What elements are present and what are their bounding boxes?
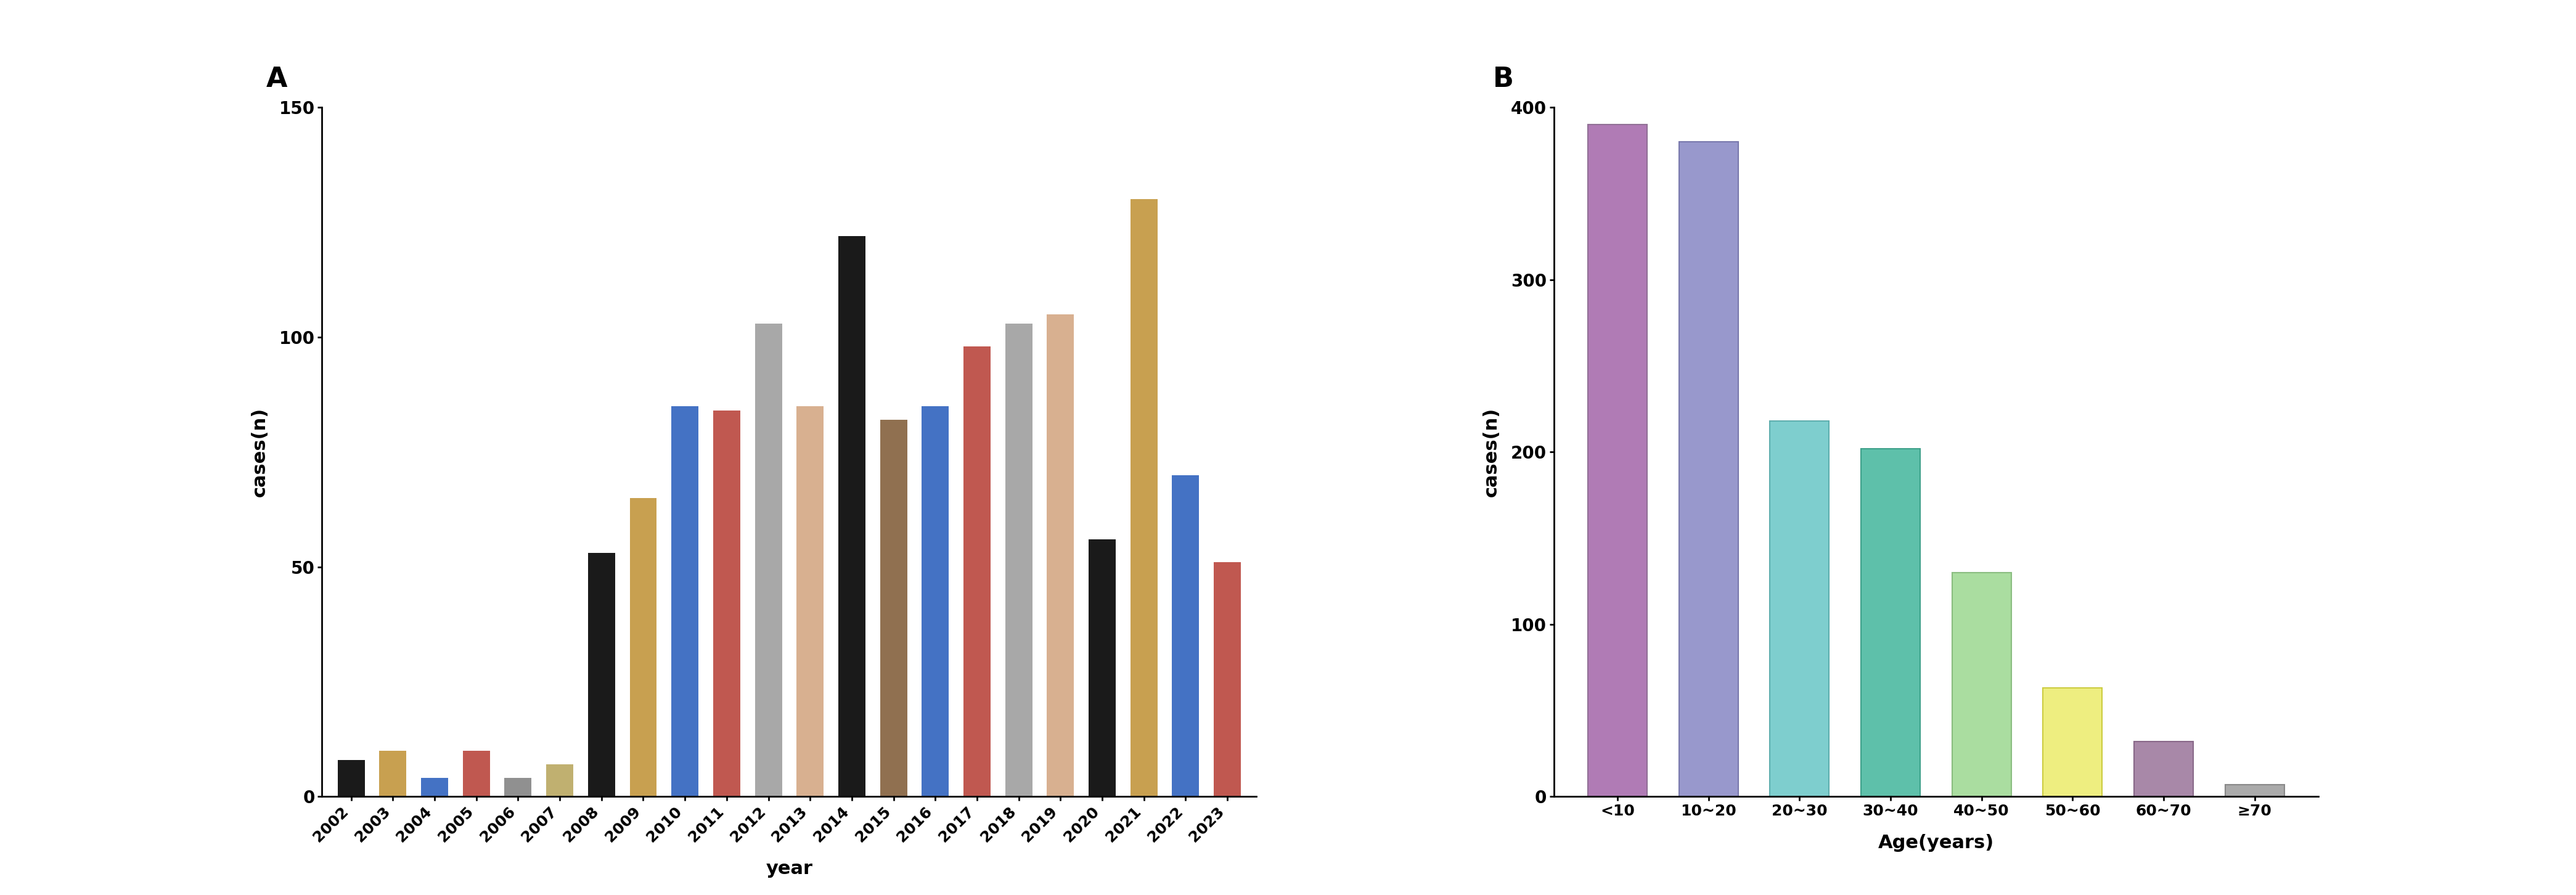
Bar [714, 411, 739, 797]
Bar [1046, 314, 1074, 797]
Bar [464, 751, 489, 797]
Y-axis label: cases(n): cases(n) [250, 407, 268, 497]
Bar [1213, 562, 1242, 797]
Bar [755, 323, 783, 797]
Bar [1172, 475, 1198, 797]
X-axis label: year: year [765, 860, 811, 878]
Y-axis label: cases(n): cases(n) [1484, 407, 1499, 497]
Bar [337, 760, 366, 797]
Bar [1587, 124, 1646, 797]
Bar [881, 420, 907, 797]
Bar [796, 406, 824, 797]
Bar [837, 236, 866, 797]
Bar [1860, 448, 1919, 797]
Bar [922, 406, 948, 797]
Bar [1090, 540, 1115, 797]
Bar [2043, 688, 2102, 797]
X-axis label: Age(years): Age(years) [1878, 834, 1994, 852]
Bar [2133, 741, 2192, 797]
Bar [963, 346, 992, 797]
Bar [1005, 323, 1033, 797]
Bar [505, 778, 531, 797]
Bar [587, 553, 616, 797]
Bar [2226, 785, 2285, 797]
Bar [420, 778, 448, 797]
Bar [1131, 200, 1157, 797]
Bar [1680, 141, 1739, 797]
Bar [546, 764, 574, 797]
Bar [672, 406, 698, 797]
Bar [1953, 573, 2012, 797]
Text: A: A [265, 66, 286, 92]
Bar [629, 498, 657, 797]
Text: B: B [1492, 66, 1515, 92]
Bar [379, 751, 407, 797]
Bar [1770, 421, 1829, 797]
